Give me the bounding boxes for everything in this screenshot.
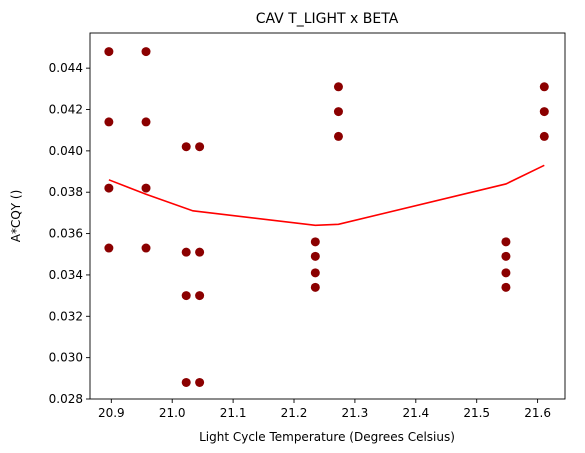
plot-frame [89,32,566,400]
data-point [181,142,191,152]
data-point [181,377,191,387]
data-point [333,82,343,92]
data-point [539,107,549,117]
data-point [539,131,549,141]
y-tick-label: 0.028 [49,392,83,406]
data-point [501,268,511,278]
x-tick-label: 21.2 [281,406,308,420]
data-point [195,377,205,387]
data-point [181,291,191,301]
data-point [310,268,320,278]
trend-line-layer [108,164,545,227]
data-point [195,291,205,301]
y-tick-label: 0.034 [49,268,83,282]
x-tick-label: 21.1 [220,406,247,420]
y-axis-label: A*CQY () [9,190,23,243]
data-point [195,247,205,257]
data-point [141,183,151,193]
data-point [539,82,549,92]
data-point [141,117,151,127]
data-point [310,282,320,292]
data-point [501,251,511,261]
trend-line [108,164,545,227]
data-point [141,243,151,253]
data-point [104,117,114,127]
y-tick-label: 0.030 [49,351,83,365]
scatter-points-layer [104,47,549,387]
x-tick-label: 21.0 [159,406,186,420]
chart-title: CAV T_LIGHT x BETA [256,11,399,27]
data-point [104,47,114,57]
x-tick-label: 21.4 [402,406,429,420]
x-axis: 20.9 21.0 21.1 21.2 21.3 21.4 21.5 21.6 [98,399,551,420]
x-tick-label: 21.5 [463,406,490,420]
y-tick-label: 0.036 [49,227,83,241]
y-axis: 0.028 0.030 0.032 0.034 0.036 0.038 0.040 0.042… [49,61,90,406]
y-tick-label: 0.032 [49,309,83,323]
data-point [310,251,320,261]
y-tick-label: 0.038 [49,185,83,199]
data-point [333,131,343,141]
data-point [333,107,343,117]
data-point [501,282,511,292]
data-point [104,243,114,253]
x-axis-label: Light Cycle Temperature (Degrees Celsius… [199,430,455,444]
x-tick-label: 21.3 [342,406,369,420]
data-point [195,142,205,152]
y-tick-label: 0.040 [49,144,83,158]
data-point [104,183,114,193]
data-point [181,247,191,257]
data-point [310,237,320,247]
y-tick-label: 0.044 [49,61,83,75]
x-tick-label: 20.9 [98,406,125,420]
x-tick-label: 21.6 [524,406,551,420]
data-point [501,237,511,247]
y-tick-label: 0.042 [49,103,83,117]
data-point [141,47,151,57]
